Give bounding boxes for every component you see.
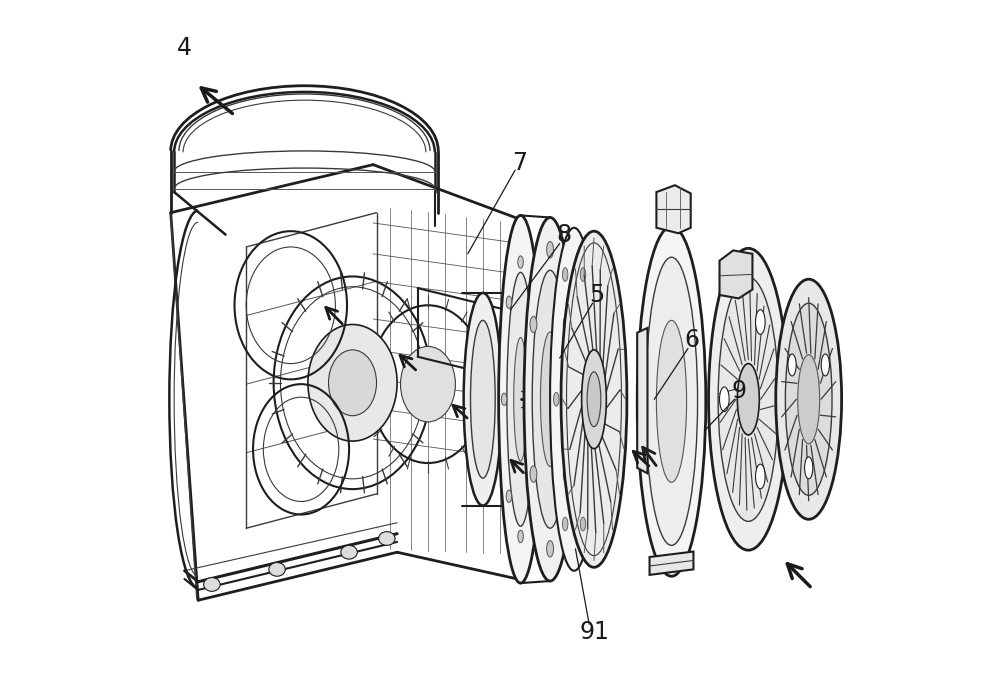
Ellipse shape	[562, 268, 568, 281]
Ellipse shape	[720, 387, 729, 412]
Ellipse shape	[471, 320, 495, 478]
Ellipse shape	[821, 354, 829, 376]
Ellipse shape	[788, 354, 796, 376]
Ellipse shape	[589, 392, 595, 406]
Ellipse shape	[540, 332, 560, 466]
Ellipse shape	[534, 393, 540, 405]
Ellipse shape	[776, 279, 842, 519]
Ellipse shape	[587, 372, 601, 427]
Ellipse shape	[530, 316, 537, 333]
Ellipse shape	[501, 393, 507, 405]
Ellipse shape	[204, 578, 220, 591]
Ellipse shape	[532, 270, 568, 528]
Ellipse shape	[580, 517, 586, 531]
Text: 8: 8	[556, 223, 571, 246]
Ellipse shape	[529, 490, 535, 502]
Polygon shape	[650, 552, 693, 575]
Ellipse shape	[637, 226, 706, 576]
Ellipse shape	[547, 541, 554, 557]
Ellipse shape	[805, 457, 813, 479]
Ellipse shape	[514, 338, 527, 461]
Ellipse shape	[550, 228, 598, 571]
Ellipse shape	[656, 320, 687, 482]
Ellipse shape	[718, 277, 779, 521]
Ellipse shape	[645, 257, 698, 545]
Text: 6: 6	[685, 329, 700, 352]
Ellipse shape	[507, 272, 534, 526]
Ellipse shape	[328, 350, 377, 416]
Ellipse shape	[506, 296, 512, 309]
Ellipse shape	[529, 296, 535, 309]
Text: 4: 4	[177, 36, 192, 60]
Ellipse shape	[709, 248, 788, 550]
Ellipse shape	[464, 293, 502, 506]
Ellipse shape	[756, 309, 765, 334]
Ellipse shape	[798, 355, 820, 444]
Ellipse shape	[401, 346, 455, 422]
Ellipse shape	[561, 231, 627, 567]
Ellipse shape	[506, 490, 512, 502]
Ellipse shape	[785, 303, 832, 495]
Ellipse shape	[379, 532, 395, 545]
Ellipse shape	[341, 545, 357, 559]
Ellipse shape	[580, 268, 586, 281]
Text: 9: 9	[731, 379, 746, 403]
Ellipse shape	[530, 466, 537, 482]
Ellipse shape	[582, 350, 606, 449]
Ellipse shape	[562, 517, 568, 531]
Ellipse shape	[518, 256, 523, 268]
Ellipse shape	[563, 466, 570, 482]
Ellipse shape	[547, 241, 554, 258]
Text: 7: 7	[512, 152, 527, 175]
Ellipse shape	[524, 217, 576, 581]
Polygon shape	[637, 328, 647, 473]
Ellipse shape	[563, 316, 570, 333]
Polygon shape	[720, 250, 752, 298]
Ellipse shape	[308, 324, 397, 441]
Ellipse shape	[737, 364, 759, 435]
Text: 91: 91	[579, 621, 609, 644]
Ellipse shape	[756, 464, 765, 489]
Ellipse shape	[554, 392, 559, 406]
Ellipse shape	[499, 215, 543, 583]
Ellipse shape	[518, 530, 523, 543]
Ellipse shape	[269, 563, 285, 576]
Text: 5: 5	[589, 283, 604, 307]
Polygon shape	[656, 185, 691, 233]
